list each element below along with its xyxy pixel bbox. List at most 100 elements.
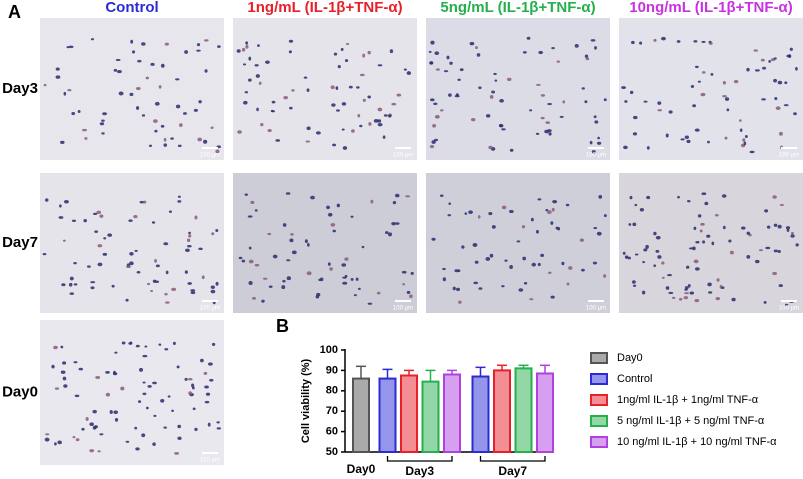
- cell: [71, 111, 76, 116]
- cell: [574, 43, 579, 48]
- cell: [327, 262, 331, 266]
- cell: [255, 74, 260, 78]
- cell: [187, 378, 193, 381]
- cell: [568, 266, 573, 270]
- cell: [67, 88, 72, 92]
- cell: [152, 381, 157, 385]
- cell: [96, 210, 102, 215]
- cell: [746, 255, 751, 259]
- cell: [784, 81, 788, 85]
- cell: [192, 407, 196, 411]
- cell: [473, 281, 479, 285]
- cell: [90, 286, 95, 290]
- cell: [429, 145, 435, 149]
- x-tick-label: Day7: [498, 464, 527, 478]
- cell: [262, 277, 268, 280]
- cell: [428, 50, 432, 53]
- cell: [641, 290, 646, 295]
- cell: [552, 200, 558, 204]
- cell: [758, 249, 763, 252]
- cell: [694, 267, 700, 271]
- cell: [377, 64, 383, 67]
- cell: [135, 447, 140, 451]
- cell: [724, 136, 728, 140]
- cell: [744, 134, 748, 139]
- cell: [461, 245, 465, 249]
- cell: [701, 71, 706, 74]
- cell: [210, 126, 214, 129]
- cell: [722, 95, 727, 98]
- cell: [168, 210, 173, 213]
- cell: [665, 286, 670, 290]
- cell: [188, 391, 193, 395]
- column-header: Control: [105, 0, 158, 16]
- scale-bar-label: 100 μm: [200, 306, 220, 312]
- cell: [55, 67, 60, 71]
- cell: [252, 296, 257, 300]
- cell: [163, 242, 169, 246]
- cell: [135, 344, 140, 348]
- cell: [754, 259, 760, 264]
- cell: [646, 146, 650, 150]
- cell: [699, 229, 703, 233]
- cell: [330, 223, 336, 227]
- cell: [68, 45, 74, 49]
- cell: [131, 50, 136, 54]
- cell: [689, 291, 695, 295]
- legend-swatch: [590, 415, 608, 427]
- cell: [190, 291, 196, 295]
- cell: [164, 292, 168, 296]
- cell: [78, 367, 84, 371]
- cell: [589, 140, 593, 145]
- cell: [746, 231, 751, 235]
- cell: [643, 100, 648, 103]
- column-header: 5ng/mL (IL-1β+TNF-α): [440, 0, 595, 16]
- cell: [241, 259, 246, 263]
- cell: [431, 237, 436, 241]
- cell: [245, 41, 249, 45]
- cell: [692, 104, 697, 108]
- cell: [695, 241, 700, 244]
- cell: [522, 256, 527, 261]
- cell: [401, 270, 407, 274]
- cell: [531, 262, 536, 267]
- cell: [391, 221, 396, 226]
- cell: [92, 409, 97, 414]
- cell: [683, 296, 689, 300]
- cell: [204, 69, 208, 73]
- cell: [762, 66, 767, 70]
- cell: [593, 226, 598, 230]
- cell: [593, 115, 597, 119]
- cell: [45, 198, 49, 202]
- cell: [163, 426, 167, 429]
- cell: [447, 214, 452, 217]
- cell: [777, 224, 782, 229]
- cell: [154, 280, 160, 283]
- cell: [54, 442, 57, 446]
- cell: [187, 245, 192, 248]
- cell: [561, 261, 565, 266]
- cell: [143, 200, 147, 204]
- cell: [289, 238, 294, 243]
- cell: [359, 124, 363, 128]
- cell: [115, 58, 121, 62]
- cell: [779, 204, 785, 207]
- cell: [116, 70, 122, 74]
- cell: [501, 128, 506, 131]
- cell: [258, 81, 262, 85]
- cell: [544, 129, 549, 134]
- cell: [385, 231, 389, 235]
- cell: [684, 135, 689, 140]
- cell: [632, 222, 637, 227]
- cell: [627, 256, 631, 260]
- scale-bar-label: 100 μm: [779, 153, 799, 159]
- cell: [207, 362, 213, 366]
- cell: [439, 109, 444, 112]
- cell: [370, 199, 374, 204]
- cell: [623, 145, 628, 150]
- cell: [795, 66, 798, 71]
- cell: [215, 149, 220, 154]
- cell: [61, 283, 66, 287]
- cell: [545, 121, 551, 124]
- cell: [191, 383, 195, 388]
